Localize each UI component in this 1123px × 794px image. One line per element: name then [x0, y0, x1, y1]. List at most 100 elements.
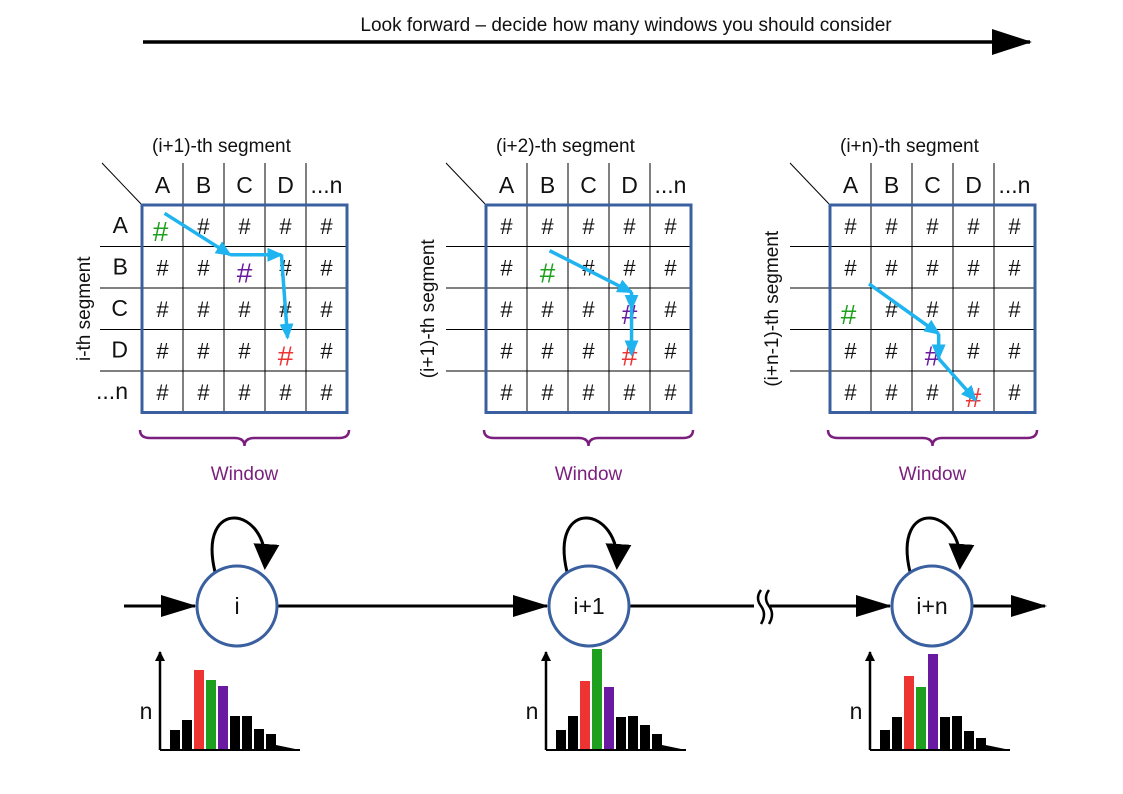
cell-symbol: #	[320, 339, 333, 364]
histogram: n	[140, 651, 300, 751]
histogram-bar	[940, 717, 950, 750]
cell-symbol: #	[238, 380, 251, 405]
matrix-frame	[140, 203, 349, 414]
segment-header: (i+n)-th segment	[840, 136, 980, 157]
column-label: C	[236, 172, 253, 198]
histogram-tail	[276, 745, 300, 750]
histogram-bar	[194, 670, 204, 750]
histogram-bar	[568, 716, 578, 750]
histogram-tail	[986, 745, 1010, 750]
cell-symbol: #	[582, 297, 595, 322]
column-label: ...n	[999, 172, 1031, 198]
column-label: C	[580, 172, 597, 198]
cell-symbol: #	[541, 214, 554, 239]
cell-symbol: #	[582, 256, 595, 281]
cell-symbol: #	[320, 256, 333, 281]
cell-symbol: #	[320, 380, 333, 405]
histogram-bar	[892, 717, 902, 750]
path-arrow-segment	[163, 211, 232, 257]
cell-symbol: #	[500, 256, 513, 281]
histogram-bar	[266, 734, 276, 750]
column-label: A	[155, 172, 171, 198]
row-label: B	[113, 254, 128, 280]
histogram-bar	[182, 720, 192, 750]
cell-symbol: #	[197, 297, 210, 322]
column-label: B	[196, 172, 211, 198]
self-loop-arrow	[905, 516, 975, 573]
histogram-bar	[230, 716, 240, 750]
cell-symbol: #	[197, 256, 210, 281]
diagram-title: Look forward – decide how many windows y…	[360, 15, 892, 36]
cell-symbol: #	[156, 297, 169, 322]
cell-symbol: #	[844, 380, 857, 405]
cell-symbol: #	[320, 297, 333, 322]
highlighted-cell-symbol: #	[237, 258, 253, 289]
cell-symbol: #	[664, 214, 677, 239]
column-label: D	[277, 172, 294, 198]
cell-symbol: #	[238, 339, 251, 364]
cell-symbol: #	[623, 380, 636, 405]
path-arrow-segment	[548, 249, 634, 294]
histogram-bar	[652, 734, 662, 750]
histogram-bar	[916, 687, 926, 750]
state-node	[547, 564, 631, 648]
self-loop-arrow	[210, 516, 280, 573]
highlighted-cell-symbol: #	[622, 299, 638, 330]
cell-symbol: #	[279, 380, 292, 405]
cell-symbol: #	[1008, 339, 1021, 364]
cell-symbol: #	[500, 339, 513, 364]
window-label: Window	[211, 464, 279, 485]
cell-symbol: #	[279, 214, 292, 239]
histogram-bar	[556, 730, 566, 750]
histogram-bar	[604, 687, 614, 750]
histogram-bar	[242, 716, 252, 750]
state-node-label: i+n	[916, 593, 947, 619]
highlighted-cell-symbol: #	[622, 341, 638, 372]
cell-symbol: #	[623, 256, 636, 281]
row-label: ...n	[96, 378, 128, 404]
cell-symbol: #	[623, 214, 636, 239]
cell-symbol: #	[541, 297, 554, 322]
cell-symbol: #	[197, 214, 210, 239]
cell-symbol: #	[844, 214, 857, 239]
highlighted-cell-symbol: #	[153, 216, 169, 247]
histogram-bar	[254, 729, 264, 750]
column-label: C	[924, 172, 941, 198]
row-label: A	[113, 212, 129, 238]
histogram-axis-label: n	[850, 698, 863, 724]
column-label: B	[884, 172, 899, 198]
cell-symbol: #	[664, 339, 677, 364]
histogram-bar	[170, 730, 180, 750]
state-node-label: i+1	[573, 593, 604, 619]
segment-header: (i+1)-th segment	[152, 136, 292, 157]
column-label: D	[621, 172, 638, 198]
matrix-panel: (i+n)-th segment A B C D ...n (i+n-1)-th segme…	[762, 136, 1039, 485]
corner-diagonal	[445, 162, 487, 206]
histogram-bar	[640, 725, 650, 750]
cell-symbol: #	[664, 297, 677, 322]
state-node	[195, 564, 279, 648]
cell-symbol: #	[500, 380, 513, 405]
path-arrow-segment	[867, 282, 941, 336]
cell-symbol: #	[885, 339, 898, 364]
side-segment-label: i-th segment	[74, 256, 95, 361]
cell-symbol: #	[885, 380, 898, 405]
cell-symbol: #	[844, 339, 857, 364]
column-label: A	[499, 172, 515, 198]
highlighted-cell-symbol: #	[278, 341, 294, 372]
side-segment-label: (i+1)-th segment	[418, 239, 439, 379]
side-segment-label: (i+n-1)-th segment	[762, 230, 783, 386]
window-label: Window	[555, 464, 623, 485]
row-label: D	[111, 337, 128, 363]
cell-symbol: #	[885, 214, 898, 239]
histogram-bar	[628, 716, 638, 750]
cell-symbol: #	[926, 380, 939, 405]
window-brace	[138, 429, 351, 447]
matrix-frame	[828, 203, 1037, 414]
cell-symbol: #	[197, 380, 210, 405]
column-label: A	[843, 172, 859, 198]
path-arrow-segment	[937, 357, 977, 402]
